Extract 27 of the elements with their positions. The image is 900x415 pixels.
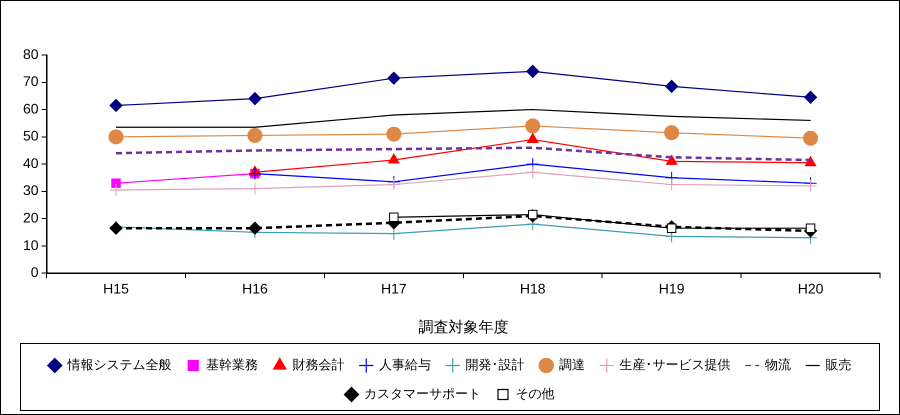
y-tick-label: 50 bbox=[22, 128, 39, 144]
legend-label: 基幹業務 bbox=[206, 358, 258, 373]
y-tick-label: 60 bbox=[22, 100, 39, 116]
y-tick-label: 10 bbox=[22, 236, 39, 253]
legend-label: 人事給与 bbox=[378, 358, 431, 373]
legend-label: 情報システム全般 bbox=[66, 358, 172, 373]
legend-label: 財務会計 bbox=[292, 358, 344, 373]
y-tick-label: 70 bbox=[22, 73, 39, 90]
legend-label: 開発･設計 bbox=[465, 358, 524, 373]
y-tick-label: 80 bbox=[22, 46, 39, 62]
legend-label: その他 bbox=[516, 386, 554, 402]
x-tick-label: H17 bbox=[380, 280, 407, 296]
y-tick-label: 30 bbox=[22, 182, 39, 198]
legend-label: 生産･サービス提供 bbox=[619, 356, 730, 373]
y-tick-label: 40 bbox=[22, 154, 39, 171]
legend-label: 物流 bbox=[764, 356, 791, 373]
y-tick-label: 20 bbox=[22, 210, 39, 226]
x-tick-label: H16 bbox=[242, 280, 268, 296]
x-tick-label: H15 bbox=[103, 280, 130, 296]
legend-label: カスタマーサポート bbox=[364, 386, 481, 402]
x-tick-label: H19 bbox=[658, 280, 685, 296]
legend-label: 調達 bbox=[558, 358, 585, 373]
x-axis-title: 調査対象年度 bbox=[418, 318, 508, 336]
x-tick-label: H18 bbox=[520, 280, 546, 296]
y-tick-label: 0 bbox=[30, 264, 39, 280]
legend-label: 販売 bbox=[825, 358, 852, 373]
x-tick-label: H20 bbox=[798, 280, 824, 296]
